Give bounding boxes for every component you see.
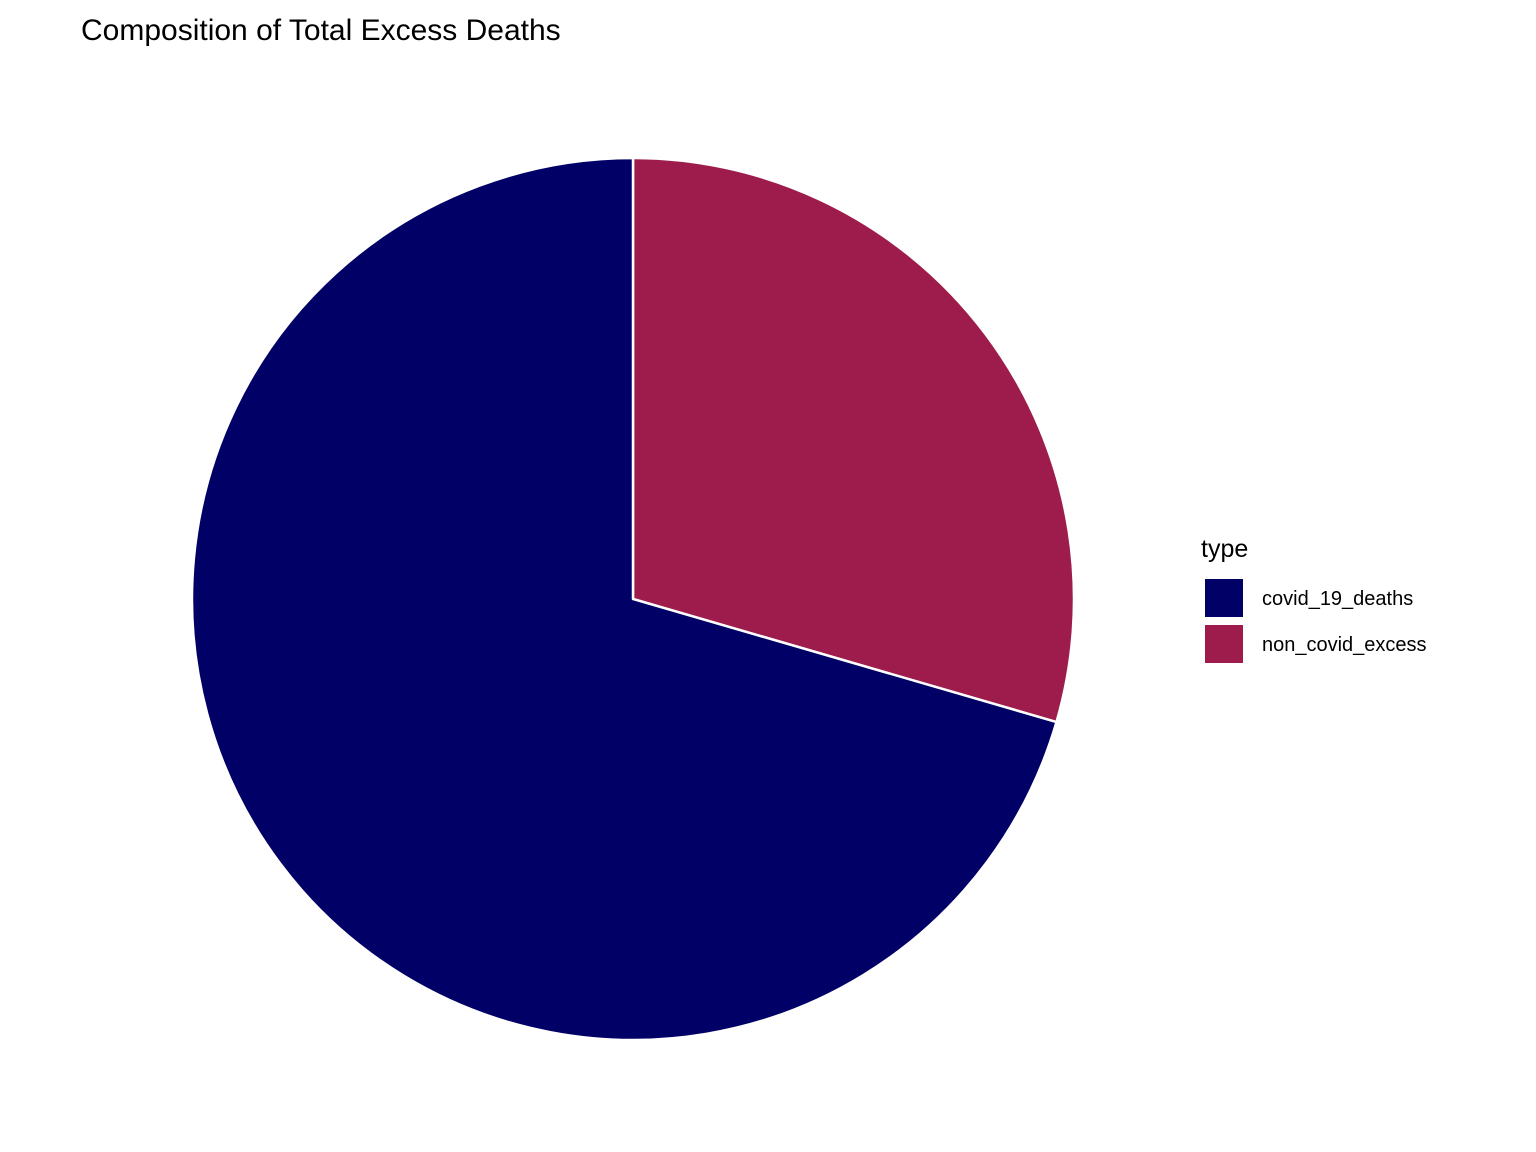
legend-items: covid_19_deaths non_covid_excess bbox=[1203, 577, 1427, 665]
legend-key-covid-19-deaths bbox=[1203, 577, 1245, 619]
legend-title: type bbox=[1201, 535, 1248, 563]
pie-slice-covid-19-deaths bbox=[190, 156, 1058, 1042]
legend: type covid_19_deaths non_covid_excess bbox=[1201, 535, 1427, 665]
pie-slices bbox=[190, 156, 1076, 1042]
legend-label-non-covid-excess: non_covid_excess bbox=[1262, 634, 1427, 656]
legend-label-covid-19-deaths: covid_19_deaths bbox=[1262, 588, 1413, 610]
pie-slice-non-covid-excess bbox=[631, 156, 1076, 724]
chart-title: Composition of Total Excess Deaths bbox=[81, 14, 561, 47]
legend-key-non-covid-excess bbox=[1203, 623, 1245, 665]
